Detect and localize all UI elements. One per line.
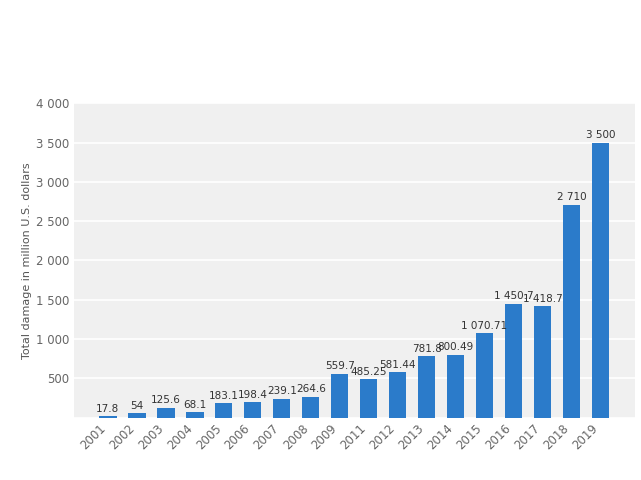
Text: 559.7: 559.7 <box>325 361 354 371</box>
Text: 68.1: 68.1 <box>183 400 206 410</box>
Bar <box>128 413 146 418</box>
Text: 264.6: 264.6 <box>296 384 326 395</box>
Bar <box>534 306 551 418</box>
Text: 54: 54 <box>130 401 144 411</box>
Text: (in million U.S. dollars): (in million U.S. dollars) <box>381 63 554 78</box>
Bar <box>418 356 435 418</box>
Bar <box>99 416 117 418</box>
Bar <box>447 355 464 418</box>
Bar <box>563 204 580 418</box>
Bar <box>302 397 319 418</box>
Text: Amount of monetary damage caused by reported cyber: Amount of monetary damage caused by repo… <box>10 19 530 36</box>
Text: 2 710: 2 710 <box>556 192 587 202</box>
Y-axis label: Total damage in million U.S. dollars: Total damage in million U.S. dollars <box>22 162 32 359</box>
Text: 239.1: 239.1 <box>267 386 297 396</box>
Text: 3 500: 3 500 <box>586 130 615 140</box>
Text: 198.4: 198.4 <box>238 390 268 400</box>
Text: 17.8: 17.8 <box>96 404 119 414</box>
Bar <box>215 403 233 418</box>
Bar <box>331 373 348 418</box>
Bar <box>389 372 406 418</box>
Bar <box>186 412 203 418</box>
Text: 1 070.71: 1 070.71 <box>462 321 508 331</box>
Text: 800.49: 800.49 <box>437 342 474 352</box>
Text: 183.1: 183.1 <box>209 391 238 401</box>
Text: 485.25: 485.25 <box>351 367 387 377</box>
Text: 581.44: 581.44 <box>379 360 416 370</box>
Bar <box>505 303 522 418</box>
Text: 125.6: 125.6 <box>151 396 181 406</box>
Bar <box>592 143 609 418</box>
Bar <box>273 399 290 418</box>
Text: 781.8: 781.8 <box>412 344 442 354</box>
Text: crime to the IC3 from 2001 to 2019: crime to the IC3 from 2001 to 2019 <box>10 62 339 80</box>
Bar <box>360 380 378 418</box>
Text: 1 418.7: 1 418.7 <box>522 294 562 304</box>
Bar <box>157 408 174 418</box>
Text: 1 450.7: 1 450.7 <box>494 291 533 301</box>
Bar <box>476 334 493 418</box>
Bar <box>244 402 262 418</box>
